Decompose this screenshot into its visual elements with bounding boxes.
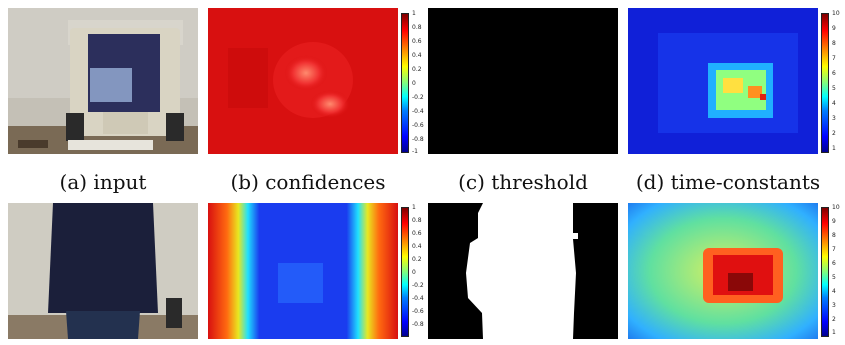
colorbar-tick: 7 bbox=[832, 55, 836, 62]
colorbar-tick: -0.4 bbox=[412, 295, 424, 302]
colorbar-tick: 8 bbox=[832, 232, 836, 239]
colorbar-tick: -0.8 bbox=[412, 136, 424, 143]
colorbar-tick: 2 bbox=[832, 316, 836, 323]
caption-time-constants: (d) time-constants bbox=[635, 170, 821, 194]
confidence-colorbar-bottom bbox=[401, 207, 409, 337]
confidence-colorbar-top bbox=[401, 13, 409, 153]
colorbar-tick: 1 bbox=[832, 145, 836, 152]
colorbar-tick: 1 bbox=[832, 329, 836, 336]
colorbar-tick: 9 bbox=[832, 25, 836, 32]
threshold-map-person bbox=[428, 203, 618, 339]
colorbar-tick: -0.2 bbox=[412, 282, 424, 289]
colorbar-tick: 1 bbox=[412, 204, 416, 211]
caption-input: (a) input bbox=[59, 170, 147, 194]
colorbar-tick: -0.8 bbox=[412, 321, 424, 328]
caption-confidences: (b) confidences bbox=[230, 170, 386, 194]
colorbar-tick: 0.6 bbox=[412, 230, 422, 237]
colorbar-tick: 0 bbox=[412, 80, 416, 87]
colorbar-tick: 10 bbox=[832, 204, 840, 211]
colorbar-tick: 1 bbox=[412, 10, 416, 17]
time-constant-colorbar-top bbox=[821, 13, 829, 153]
threshold-map-monitor bbox=[428, 8, 618, 154]
colorbar-tick: 7 bbox=[832, 246, 836, 253]
colorbar-tick: 9 bbox=[832, 218, 836, 225]
confidence-map-monitor bbox=[208, 8, 398, 154]
time-constant-colorbar-bottom bbox=[821, 207, 829, 337]
colorbar-tick: 0.4 bbox=[412, 52, 422, 59]
colorbar-tick: 0.8 bbox=[412, 217, 422, 224]
colorbar-tick: 6 bbox=[832, 260, 836, 267]
colorbar-tick: 0.4 bbox=[412, 243, 422, 250]
colorbar-tick: 0.8 bbox=[412, 24, 422, 31]
colorbar-tick: -1 bbox=[412, 148, 418, 155]
colorbar-tick: 0 bbox=[412, 269, 416, 276]
input-photo-monitor bbox=[8, 8, 198, 154]
colorbar-tick: 10 bbox=[832, 10, 840, 17]
colorbar-tick: -0.6 bbox=[412, 308, 424, 315]
colorbar-tick: 5 bbox=[832, 274, 836, 281]
colorbar-tick: 3 bbox=[832, 302, 836, 309]
colorbar-tick: -0.4 bbox=[412, 108, 424, 115]
time-constant-map-monitor bbox=[628, 8, 818, 154]
input-photo-person bbox=[8, 203, 198, 339]
colorbar-tick: 8 bbox=[832, 40, 836, 47]
colorbar-tick: 4 bbox=[832, 288, 836, 295]
colorbar-tick: 5 bbox=[832, 85, 836, 92]
confidence-map-person bbox=[208, 203, 398, 339]
colorbar-tick: -0.2 bbox=[412, 94, 424, 101]
colorbar-tick: 3 bbox=[832, 115, 836, 122]
colorbar-tick: 0.2 bbox=[412, 66, 422, 73]
colorbar-tick: 4 bbox=[832, 100, 836, 107]
colorbar-tick: 0.6 bbox=[412, 38, 422, 45]
colorbar-tick: 6 bbox=[832, 70, 836, 77]
time-constant-map-person bbox=[628, 203, 818, 339]
colorbar-tick: 2 bbox=[832, 130, 836, 137]
colorbar-tick: -0.6 bbox=[412, 122, 424, 129]
caption-threshold: (c) threshold bbox=[458, 170, 588, 194]
colorbar-tick: 0.2 bbox=[412, 256, 422, 263]
